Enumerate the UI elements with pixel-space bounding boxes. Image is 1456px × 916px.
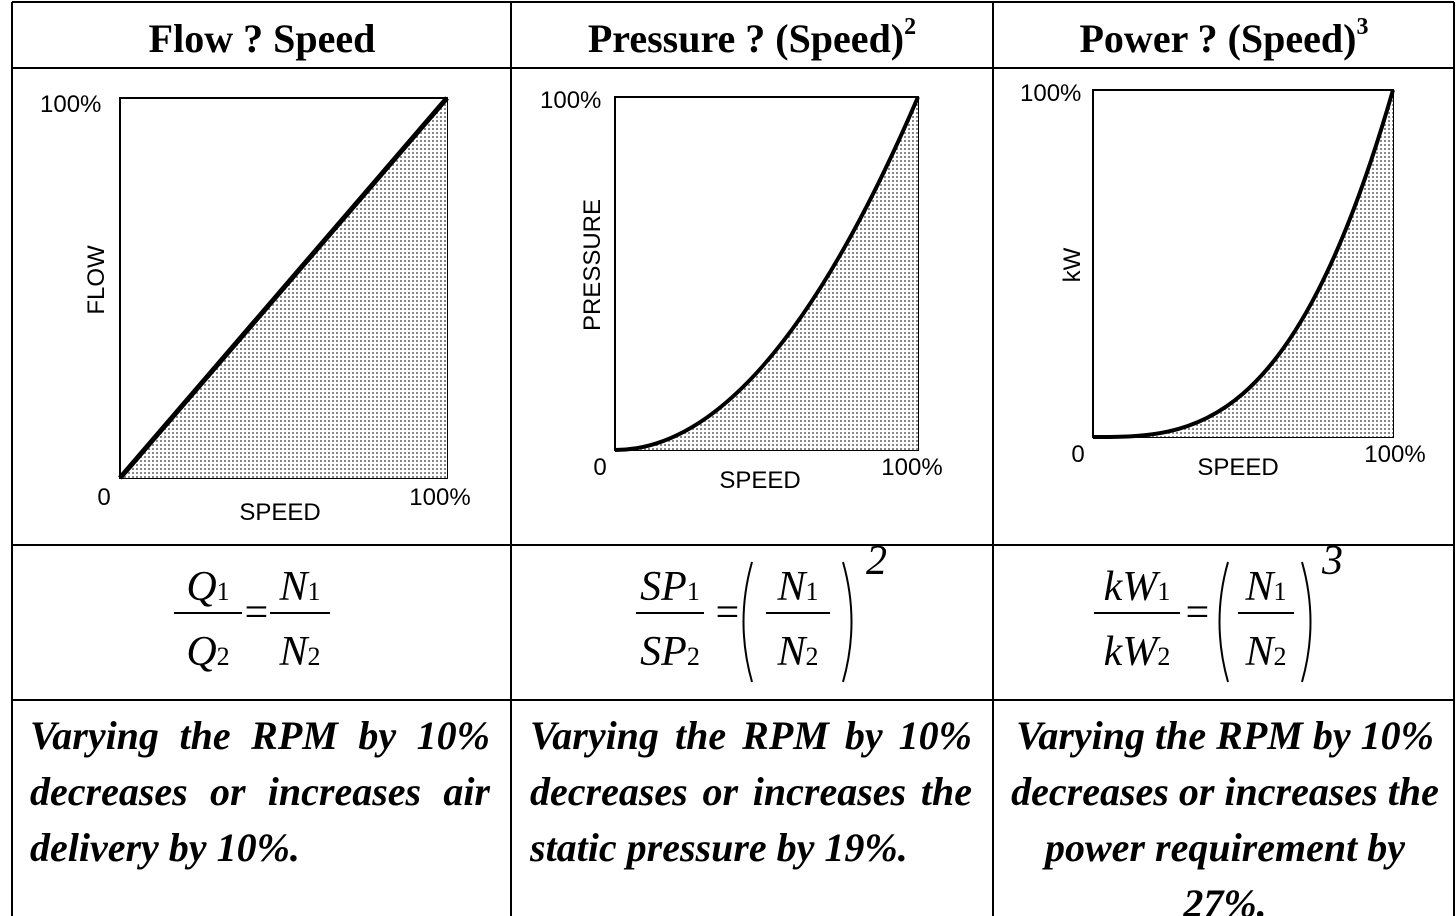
- column-header: Power ? (Speed)3: [1080, 14, 1369, 61]
- exponent: 2: [866, 538, 887, 584]
- symbol: N: [1244, 564, 1275, 610]
- symbol: kW: [1104, 629, 1162, 675]
- description: Varying the RPM by 10% decreases or incre…: [30, 708, 490, 876]
- table-borders: [11, 1, 1455, 916]
- description-line: Varying the RPM by 10%: [1016, 713, 1434, 758]
- formula-num: Q1: [186, 564, 229, 610]
- formula-num: N1: [1244, 564, 1286, 610]
- subscript: 2: [308, 642, 321, 671]
- y-axis-label: FLOW: [83, 245, 110, 315]
- description-line: static pressure by 19%.: [530, 825, 908, 870]
- symbol: kW: [1104, 564, 1162, 610]
- x-max-label: 100%: [409, 484, 470, 511]
- symbol: N: [278, 564, 309, 610]
- header-text: Flow ? Speed: [149, 16, 376, 61]
- symbol: N: [776, 564, 807, 610]
- y-max-label: 100%: [540, 87, 601, 114]
- subscript: 2: [806, 642, 819, 671]
- origin-label: 0: [1071, 441, 1084, 468]
- description: Varying the RPM by 10% decreases or incre…: [1008, 708, 1442, 916]
- symbol: N: [278, 629, 309, 675]
- header-superscript: 3: [1357, 14, 1369, 40]
- x-axis-label: SPEED: [1197, 454, 1278, 481]
- column-header: Flow ? Speed: [149, 16, 376, 61]
- equals-sign: =: [713, 590, 741, 636]
- exponent: 3: [1321, 538, 1343, 584]
- symbol: N: [776, 629, 807, 675]
- description: Varying the RPM by 10% decreases or incre…: [530, 708, 972, 876]
- y-axis-label: PRESSURE: [579, 199, 606, 331]
- x-axis-label: SPEED: [719, 467, 800, 494]
- y-max-label: 100%: [40, 91, 101, 118]
- curve: [118, 96, 449, 480]
- column-header: Pressure ? (Speed)2: [588, 14, 916, 61]
- x-max-label: 100%: [1364, 441, 1425, 468]
- formula-den: N2: [1244, 629, 1286, 675]
- header-text: Pressure ? (Speed): [588, 16, 904, 61]
- subscript: 2: [687, 642, 700, 671]
- formula-num: N1: [278, 564, 320, 610]
- formula-den: SP2: [640, 629, 700, 675]
- origin-label: 0: [593, 454, 606, 481]
- description-line: decreases or increases the: [1011, 769, 1439, 814]
- subscript: 2: [217, 642, 230, 671]
- description-line: Varying the RPM by 10%: [530, 713, 972, 758]
- curve: [1092, 89, 1395, 439]
- equals-sign: =: [242, 590, 270, 636]
- equals-sign: =: [1183, 590, 1211, 636]
- symbol: N: [1244, 629, 1275, 675]
- formula-num: kW1: [1104, 564, 1171, 610]
- subscript: 1: [1274, 577, 1287, 606]
- formula-den: N2: [776, 629, 818, 675]
- header-superscript: 2: [904, 14, 916, 40]
- subscript: 1: [217, 577, 230, 606]
- description-line: Varying the RPM by 10%: [30, 713, 490, 758]
- symbol: Q: [186, 629, 216, 675]
- description-line: power requirement by: [1045, 825, 1405, 870]
- curve: [614, 96, 920, 452]
- subscript: 2: [1157, 642, 1170, 671]
- header-text: Power ? (Speed): [1080, 16, 1357, 61]
- area-fill: [615, 97, 918, 450]
- symbol: Q: [186, 564, 216, 610]
- formula-den: Q2: [186, 629, 229, 675]
- symbol: SP: [640, 629, 687, 675]
- formula-num: N1: [776, 564, 818, 610]
- y-max-label: 100%: [1020, 80, 1081, 107]
- formula-den: kW2: [1104, 629, 1171, 675]
- description-line: decreases or increases air: [30, 769, 490, 814]
- parentheses: [742, 561, 1312, 683]
- subscript: 1: [687, 577, 700, 606]
- description-line: 27%.: [1183, 881, 1267, 916]
- origin-label: 0: [97, 484, 110, 511]
- y-axis-label: kW: [1059, 247, 1086, 282]
- subscript: 2: [1274, 642, 1287, 671]
- formula-num: SP1: [640, 564, 700, 610]
- subscript: 1: [308, 577, 321, 606]
- description-line: decreases or increases the: [530, 769, 972, 814]
- formula-den: N2: [278, 629, 320, 675]
- x-axis-label: SPEED: [239, 499, 320, 526]
- x-max-label: 100%: [881, 454, 942, 481]
- subscript: 1: [806, 577, 819, 606]
- description-line: delivery by 10%.: [30, 825, 300, 870]
- symbol: SP: [640, 564, 687, 610]
- subscript: 1: [1157, 577, 1170, 606]
- area-fill: [1093, 90, 1393, 437]
